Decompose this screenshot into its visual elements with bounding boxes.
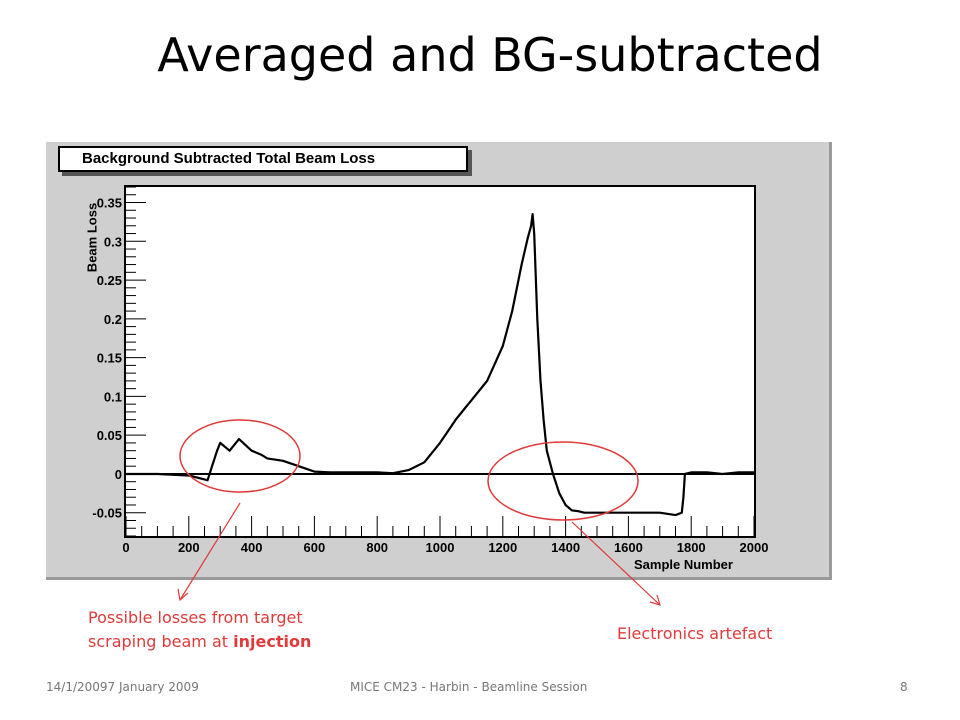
data-point — [583, 512, 586, 514]
x-tick-label: 800 — [366, 540, 388, 555]
annotation-injection-losses: Possible losses from target scraping bea… — [88, 606, 311, 654]
data-point — [753, 471, 755, 474]
data-point — [536, 318, 538, 320]
x-tick-label: 1400 — [551, 540, 580, 555]
data-point — [207, 479, 209, 481]
artefact-arrow-head — [649, 594, 661, 606]
data-point — [219, 442, 221, 444]
data-point — [216, 450, 218, 452]
data-point — [682, 496, 684, 498]
y-tick-label: 0.2 — [104, 312, 122, 327]
data-point — [439, 442, 441, 444]
x-tick-label: 1800 — [677, 540, 706, 555]
data-point — [543, 419, 545, 421]
data-point — [156, 473, 158, 475]
footer-page-number: 8 — [900, 680, 908, 694]
data-point — [408, 469, 410, 471]
x-tick-label: 400 — [241, 540, 263, 555]
data-point — [376, 471, 378, 474]
data-point — [690, 471, 692, 474]
x-tick-label: 0 — [122, 540, 129, 555]
annotation-injection-bold: injection — [233, 632, 312, 651]
artefact-highlight-ellipse — [487, 441, 639, 521]
data-point — [238, 438, 240, 440]
data-point — [527, 236, 529, 239]
data-point — [260, 453, 262, 456]
data-point — [546, 450, 548, 452]
annotation-injection-line2-prefix: scraping beam at — [88, 632, 234, 651]
data-point — [643, 512, 645, 514]
data-point — [737, 471, 739, 474]
y-tick-label: 0 — [115, 467, 122, 482]
data-point — [684, 473, 686, 475]
injection-arrow-line — [179, 502, 241, 601]
data-point — [532, 213, 534, 215]
data-point — [577, 510, 579, 512]
data-point — [282, 460, 284, 462]
footer-session: MICE CM23 - Harbin - Beamline Session — [350, 680, 588, 694]
y-tick-label: -0.05 — [92, 506, 122, 521]
data-point — [722, 473, 724, 475]
data-point — [521, 263, 523, 266]
data-point — [558, 492, 560, 494]
annotation-injection-line1: Possible losses from target — [88, 608, 303, 627]
y-tick-label: 0.05 — [97, 428, 122, 443]
x-tick-label: 1200 — [488, 540, 517, 555]
injection-highlight-ellipse — [179, 419, 301, 493]
data-point — [470, 399, 472, 401]
data-point — [674, 514, 677, 516]
data-point — [229, 450, 231, 452]
data-point — [125, 473, 127, 475]
x-tick-label: 1000 — [426, 540, 455, 555]
data-point — [511, 310, 513, 312]
artefact-arrow-line — [571, 521, 661, 606]
x-tick-label: 200 — [178, 540, 200, 555]
y-tick-label: 0.3 — [104, 234, 122, 249]
data-point — [464, 407, 466, 409]
plot-frame — [124, 185, 756, 538]
y-tick-label: 0.15 — [97, 351, 122, 366]
data-point — [706, 471, 708, 474]
data-point — [345, 471, 347, 474]
y-tick-label: 0.1 — [104, 389, 122, 404]
data-point — [596, 512, 598, 514]
x-tick-label: 600 — [304, 540, 326, 555]
data-point — [266, 457, 268, 460]
x-tick-label: 2000 — [740, 540, 769, 555]
data-point — [502, 345, 504, 347]
slide-title: Averaged and BG-subtracted — [157, 28, 823, 82]
series-line-0 — [126, 213, 754, 517]
data-point — [329, 471, 331, 474]
y-tick-label: 0.25 — [97, 273, 122, 288]
footer-date: 14/1/20097 January 2009 — [46, 680, 199, 694]
data-point — [539, 380, 542, 382]
data-point — [627, 512, 630, 514]
data-point — [552, 473, 554, 475]
chart-title: Background Subtracted Total Beam Loss — [58, 146, 468, 172]
data-point — [681, 512, 683, 514]
annotation-injection-line2: scraping beam at injection — [88, 630, 311, 654]
data-point — [210, 469, 212, 471]
data-point — [251, 450, 253, 452]
data-point — [530, 225, 532, 227]
data-point — [392, 472, 394, 474]
data-point — [423, 461, 425, 463]
data-point — [486, 380, 488, 382]
y-tick-label: 0.35 — [97, 196, 122, 211]
x-axis-label: Sample Number — [634, 557, 733, 572]
data-point — [571, 509, 573, 512]
data-point — [612, 512, 614, 514]
data-point — [659, 512, 661, 514]
data-point — [565, 504, 567, 506]
injection-arrow-head — [177, 588, 189, 602]
annotation-electronics-artefact: Electronics artefact — [617, 624, 773, 643]
data-point — [533, 232, 535, 235]
data-point — [455, 419, 457, 421]
x-tick-label: 1600 — [614, 540, 643, 555]
data-point — [313, 471, 315, 473]
